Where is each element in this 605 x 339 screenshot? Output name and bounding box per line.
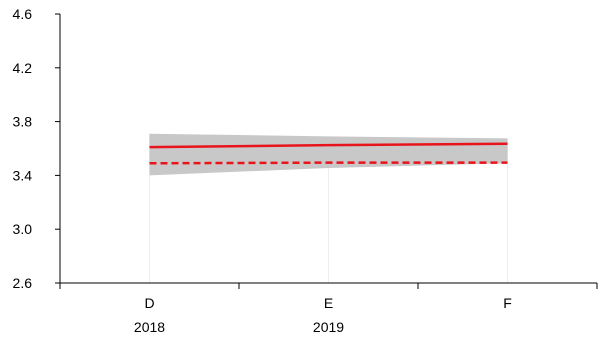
y-tick-label: 3.4	[13, 167, 33, 183]
dashed-series-line	[149, 161, 508, 165]
series-lines	[149, 142, 508, 165]
y-tick-label: 2.6	[13, 275, 33, 291]
y-tick-label: 3.0	[13, 221, 33, 237]
x-category-label: F	[503, 295, 512, 311]
y-tick-label: 3.8	[13, 114, 33, 130]
axes	[55, 13, 598, 289]
x-category-label: E	[324, 295, 333, 311]
x-year-label: 2019	[313, 319, 344, 335]
x-year-label: 2018	[134, 319, 165, 335]
y-tick-label: 4.6	[13, 6, 33, 22]
y-tick-label: 4.2	[13, 60, 33, 76]
y-tick-labels: 2.6 3.0 3.4 3.8 4.2 4.6	[13, 6, 33, 291]
solid-series-line	[149, 142, 508, 149]
x-category-label: D	[144, 295, 154, 311]
x-category-labels: D E F 2018 2019	[134, 295, 512, 335]
